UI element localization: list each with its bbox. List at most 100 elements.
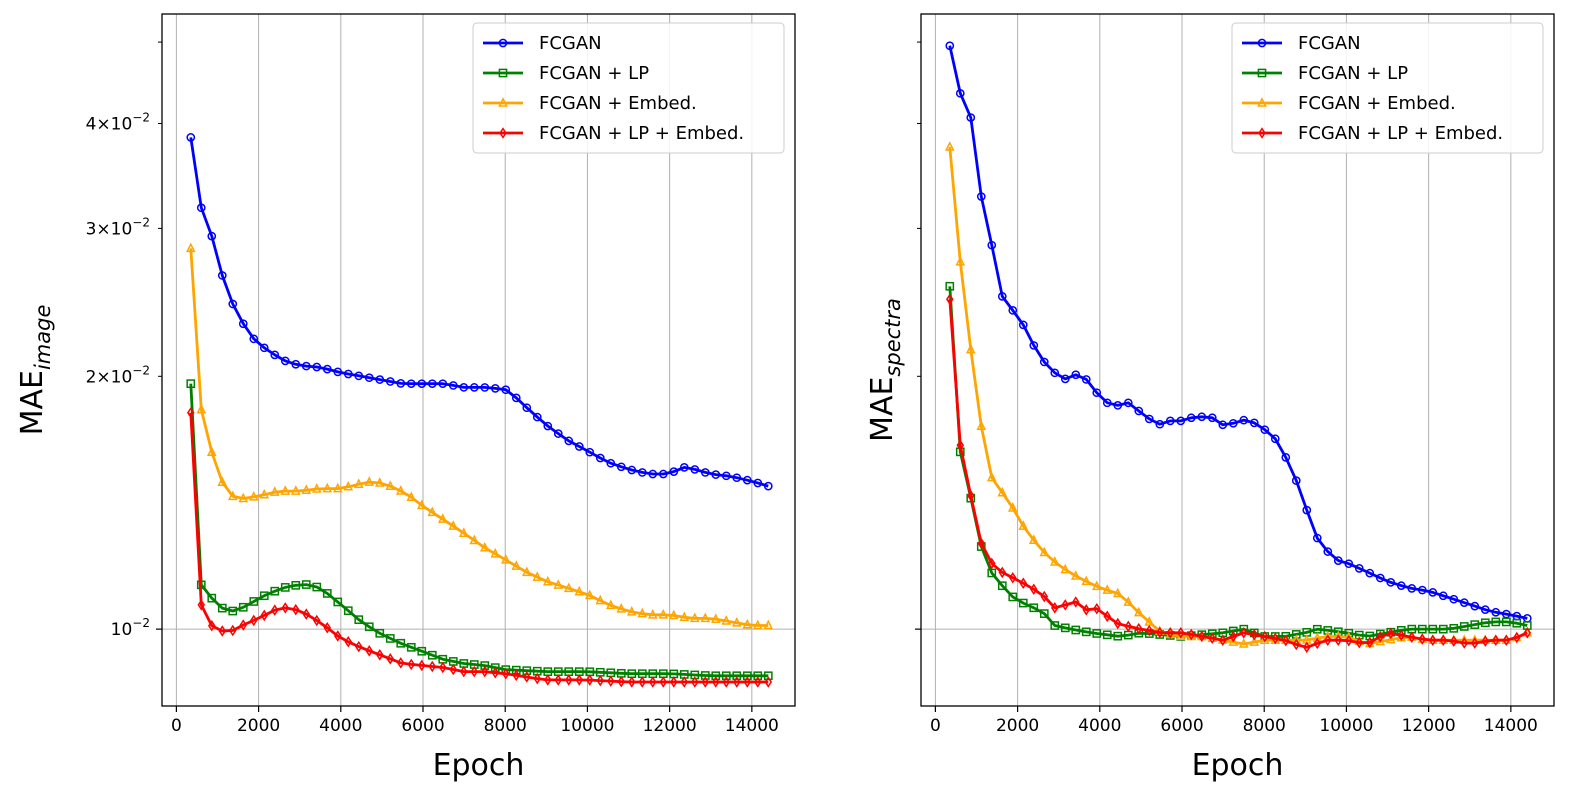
- data-point: [1481, 635, 1490, 647]
- data-point: [396, 379, 406, 388]
- data-point: [249, 614, 258, 627]
- data-point: [385, 634, 395, 643]
- data-point: [679, 611, 690, 622]
- data-point: [418, 659, 426, 672]
- data-point: [375, 649, 384, 661]
- data-point: [1029, 341, 1039, 350]
- data-point: [731, 616, 742, 627]
- data-point: [763, 619, 774, 630]
- data-point: [628, 676, 636, 688]
- data-point: [1103, 610, 1112, 623]
- data-point: [945, 293, 954, 306]
- data-point: [752, 619, 763, 630]
- x-tick-label: 6000: [1160, 716, 1203, 736]
- data-point: [1114, 617, 1122, 630]
- data-point: [239, 619, 248, 631]
- data-point: [1187, 628, 1196, 641]
- data-point: [658, 608, 669, 619]
- data-point: [575, 674, 584, 686]
- data-point: [333, 630, 342, 642]
- left-chart: 0 2000 4000 6000 8000 10000 12000 1400010−22×10…: [15, 13, 796, 783]
- data-point: [460, 665, 468, 678]
- data-point: [616, 462, 626, 472]
- data-point: [364, 476, 375, 486]
- data-point: [1438, 624, 1448, 634]
- data-point: [1303, 641, 1311, 654]
- data-point: [1039, 546, 1050, 557]
- data-point: [1197, 412, 1207, 422]
- data-point: [259, 343, 269, 353]
- data-point: [322, 589, 332, 598]
- data-point: [186, 379, 196, 389]
- data-point: [269, 486, 280, 496]
- legend-label: FCGAN + LP: [1298, 63, 1408, 84]
- data-point: [1386, 578, 1396, 587]
- data-point: [1081, 375, 1091, 384]
- x-tick-label: 10000: [560, 716, 614, 736]
- data-point: [280, 583, 290, 592]
- data-point: [1438, 591, 1448, 601]
- data-point: [1040, 590, 1049, 603]
- data-point: [986, 471, 997, 482]
- data-point: [301, 361, 311, 371]
- series-line-fcgan: [189, 137, 769, 488]
- data-point: [1491, 607, 1501, 617]
- data-point: [533, 672, 542, 685]
- legend: FCGAN FCGAN + LP FCGAN + Embed. FCGAN + LP …: [472, 22, 785, 154]
- data-point: [1480, 605, 1490, 615]
- data-point: [333, 597, 343, 607]
- x-tick-label: 14000: [1484, 716, 1538, 736]
- data-point: [1113, 401, 1123, 410]
- data-point: [606, 458, 616, 468]
- data-point: [490, 547, 501, 558]
- data-point: [532, 412, 542, 422]
- legend-item-fcgan-lp-embed: FCGAN + LP + Embed.: [1242, 123, 1503, 144]
- data-point: [945, 281, 955, 291]
- legend-swatch-marker: [498, 38, 508, 48]
- data-point: [1029, 583, 1038, 596]
- data-point: [490, 663, 500, 672]
- data-point: [564, 436, 574, 446]
- data-point: [1501, 617, 1511, 627]
- x-tick-label: 0: [171, 716, 182, 736]
- data-point: [1261, 630, 1269, 643]
- data-point: [333, 367, 343, 377]
- x-axis-title: Epoch: [433, 748, 525, 783]
- data-point: [1450, 635, 1458, 647]
- data-point: [1428, 588, 1438, 597]
- data-point: [670, 676, 678, 688]
- data-point: [1376, 630, 1385, 643]
- data-point: [1429, 634, 1437, 647]
- x-tick-label: 8000: [484, 716, 527, 736]
- x-tick-label: 6000: [401, 716, 444, 736]
- data-point: [1029, 603, 1039, 613]
- legend-swatch-marker: [1258, 127, 1266, 139]
- data-point: [669, 467, 679, 476]
- data-point: [1313, 637, 1322, 650]
- data-point: [416, 499, 427, 510]
- x-tick-label: 14000: [725, 716, 779, 736]
- data-point: [987, 240, 997, 250]
- data-point: [1112, 587, 1123, 598]
- data-point: [753, 478, 763, 488]
- data-point: [1228, 636, 1239, 646]
- data-point: [1323, 626, 1333, 635]
- x-tick-label: 4000: [319, 716, 362, 736]
- data-point: [721, 471, 731, 481]
- data-point: [1156, 626, 1164, 639]
- data-point: [966, 489, 975, 502]
- data-point: [987, 557, 996, 570]
- legend-label: FCGAN + LP: [539, 63, 649, 84]
- data-point: [997, 292, 1007, 301]
- data-point: [1312, 533, 1322, 543]
- data-point: [1428, 624, 1438, 634]
- data-point: [500, 554, 511, 564]
- data-point: [1282, 634, 1290, 647]
- data-point: [354, 371, 364, 381]
- data-point: [586, 674, 594, 686]
- data-point: [532, 571, 543, 581]
- y-tick-label: 2×10−2: [86, 363, 150, 387]
- data-point: [312, 582, 322, 592]
- data-point: [647, 608, 658, 619]
- data-point: [1145, 624, 1154, 637]
